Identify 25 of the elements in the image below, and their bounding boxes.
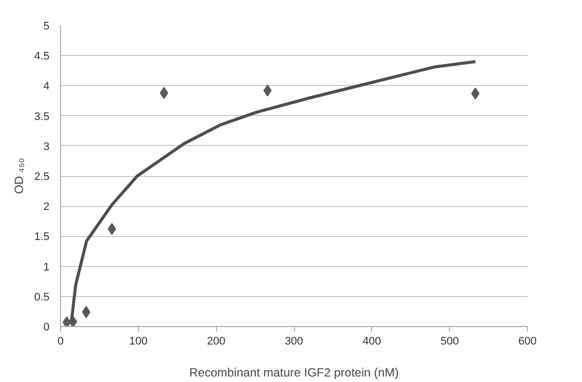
y-tick-label: 4 [43,80,50,93]
y-tick-label: 2 [43,201,50,214]
y-tick-label: 2.5 [34,171,50,183]
y-tick-label: 1 [43,261,50,274]
x-tick-label: 400 [362,336,382,348]
x-axis-title: Recombinant mature IGF2 protein (nM) [189,366,399,380]
x-tick-label: 300 [284,336,304,348]
y-tick-label: 5 [43,20,50,32]
x-tick-label: 100 [129,336,148,348]
point [160,86,168,99]
y-tick-label: 3.5 [34,110,50,123]
point [108,222,116,235]
y-tick-label: 3 [43,140,50,153]
point [471,88,480,100]
y-axis-title: OD ₄₅₀ [12,158,26,194]
x-tick-label: 0 [57,336,64,348]
point [62,316,71,326]
y-tick-label: 0 [43,322,50,334]
y-tick-label: 0.5 [34,291,50,304]
y-tick-label: 4.5 [34,50,50,63]
x-tick-label: 500 [440,336,459,348]
x-tick-label: 200 [206,336,226,348]
point [263,84,272,97]
y-tick-label: 1.5 [34,231,50,244]
x-tick-label: 600 [518,336,537,348]
